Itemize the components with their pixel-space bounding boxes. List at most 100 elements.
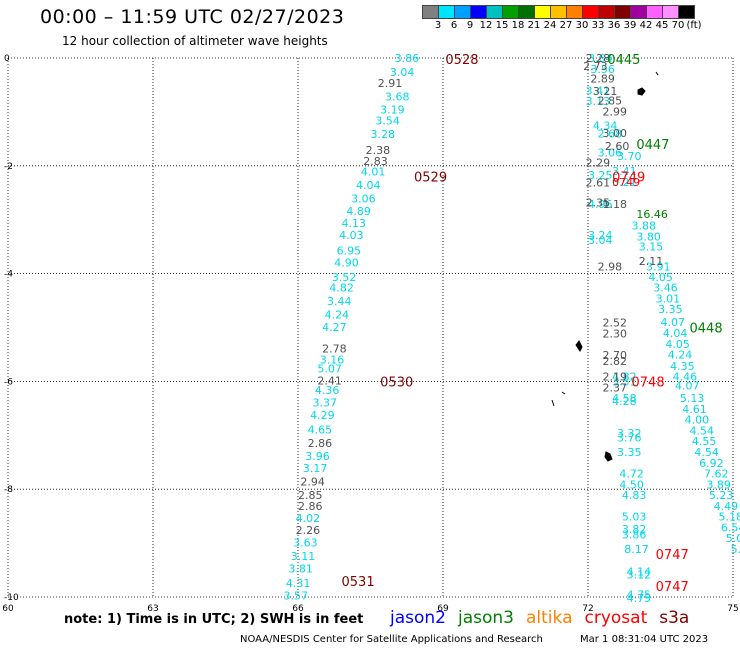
wave-height-value: 6.54	[721, 521, 740, 534]
wave-height-value: 4.34	[593, 119, 618, 132]
wave-height-value: 3.76	[617, 431, 642, 444]
wave-height-value: 6.92	[699, 457, 724, 470]
wave-height-value: 4.29	[310, 409, 335, 422]
wave-height-value: 2.26	[296, 524, 321, 537]
wave-height-value: 2.37	[603, 381, 628, 394]
wave-height-value: 4.13	[342, 217, 367, 230]
pass-time-label: 0529	[414, 171, 447, 186]
wave-height-value: 4.07	[675, 380, 700, 393]
wave-height-value: 2.38	[366, 144, 391, 157]
wave-height-value: 2.52	[603, 317, 628, 330]
color-scale-tick: 45	[655, 20, 669, 31]
pass-time-labels: 0528 0529 0530 0531 0445 0447 0448 0749 0748 0747…	[342, 53, 723, 595]
longitude-tick-label: 75	[727, 604, 738, 614]
wave-height-value: 2.68	[598, 127, 623, 140]
wave-height-value: 2.85	[298, 489, 323, 502]
longitude-tick-label: 60	[2, 604, 14, 614]
wave-height-value: 3.00	[603, 127, 628, 140]
wave-height-value: 4.54	[694, 446, 719, 459]
satellite-legend: jason2 jason3 altika cryosat s3a	[390, 608, 689, 628]
pass-time-label: 0530	[380, 375, 413, 390]
wave-height-value: 2.83	[363, 155, 388, 168]
color-scale-tick: 6	[450, 20, 458, 31]
color-scale-tick: (ft)	[686, 20, 702, 31]
color-scale-tick: 39	[623, 20, 637, 31]
wave-height-value: 4.55	[692, 435, 717, 448]
wave-height-value: 2.28	[586, 52, 611, 65]
wave-height-value: 4.04	[356, 179, 381, 192]
latitude-tick-label: 0	[4, 54, 10, 64]
wave-height-value: 16.46	[636, 208, 668, 221]
map-grid	[7, 57, 734, 598]
wave-height-value: 3.80	[636, 230, 661, 243]
wave-height-value: 3.68	[385, 90, 410, 103]
latitude-tick-label: -6	[4, 377, 13, 387]
wave-height-value: 4.50	[619, 478, 644, 491]
wave-height-value: 8.17	[624, 543, 649, 556]
wave-height-value: 4.72	[619, 468, 644, 481]
wave-height-value: 3.91	[646, 261, 671, 274]
color-scale-tick: 15	[495, 20, 509, 31]
wave-height-value: 5.07	[317, 362, 342, 375]
longitude-tick-label: 72	[582, 604, 593, 614]
pass-time-label: 0447	[636, 138, 669, 153]
wave-height-value: 2.70	[603, 349, 628, 362]
wave-height-value: 2.41	[317, 374, 342, 387]
page-title: 00:00 – 11:59 UTC 02/27/2023	[40, 6, 345, 28]
wave-height-value: 2.86	[308, 437, 333, 450]
pass-time-label: 0448	[690, 322, 723, 337]
wave-height-value: 3.86	[395, 52, 420, 65]
wave-height-value: 5.0	[731, 543, 740, 556]
wave-height-value: 3.35	[658, 303, 683, 316]
latitude-tick-label: -10	[4, 593, 19, 603]
wave-height-value: 2.89	[590, 72, 615, 85]
latitude-tick-label: -2	[4, 162, 13, 172]
wave-height-value: 4.00	[685, 414, 710, 427]
wave-height-value: 4.07	[661, 316, 686, 329]
wave-height-value: 4.82	[612, 371, 637, 384]
color-scale-legend	[422, 5, 695, 19]
wave-height-value: 2.94	[300, 476, 325, 489]
wave-height-value: 2.73	[583, 60, 608, 73]
wave-height-value: 4.54	[690, 424, 715, 437]
pass-time-label: 0747	[656, 580, 689, 595]
wave-height-value: 4.61	[682, 403, 707, 416]
wave-height-value: 3.06	[598, 146, 623, 159]
wave-height-value: 3.19	[380, 104, 405, 117]
wave-height-value: 2.35	[586, 196, 611, 209]
wave-height-value: 4.75	[627, 588, 652, 601]
wave-height-value: 2.91	[378, 77, 403, 90]
wave-height-value: 3.96	[305, 450, 330, 463]
wave-height-value: 3.28	[371, 128, 396, 141]
wave-height-value: 3.41	[586, 84, 611, 97]
wave-height-value: 3.35	[617, 446, 642, 459]
wave-height-value: 3.04	[588, 234, 613, 247]
wave-height-value: 4.14	[627, 566, 652, 579]
wave-height-value: 6.95	[337, 244, 362, 257]
wave-height-value: 4.05	[665, 338, 690, 351]
island-shape	[551, 71, 659, 462]
wave-height-value: 1.18	[603, 198, 628, 211]
wave-height-value: 3.46	[653, 282, 678, 295]
wave-height-value: 4.31	[286, 577, 311, 590]
wave-height-value: 3.63	[293, 537, 318, 550]
wave-height-value: 2.29	[586, 157, 611, 170]
satellite-s3a: s3a	[659, 608, 690, 628]
wave-height-value: 4.24	[325, 309, 350, 322]
wave-height-value: 2.99	[603, 105, 628, 118]
pass-time-label: 0445	[607, 53, 640, 68]
wave-height-value: 4.01	[361, 166, 386, 179]
wave-height-value: 4.35	[670, 360, 695, 373]
wave-height-value: 4.49	[714, 500, 739, 513]
wave-height-value: 3.70	[617, 150, 642, 163]
wave-height-value: 3.51	[612, 375, 637, 388]
wave-height-value: 3.01	[656, 292, 681, 305]
wave-height-value: 3.37	[313, 396, 338, 409]
wave-height-value: 5.18	[719, 511, 740, 524]
color-scale-tick: 33	[591, 20, 605, 31]
wave-height-value: 3.24	[588, 229, 613, 242]
wave-height-value: 0749	[612, 176, 640, 189]
wave-height-value: 5.23	[709, 489, 734, 502]
wave-height-value: 4.27	[322, 321, 347, 334]
